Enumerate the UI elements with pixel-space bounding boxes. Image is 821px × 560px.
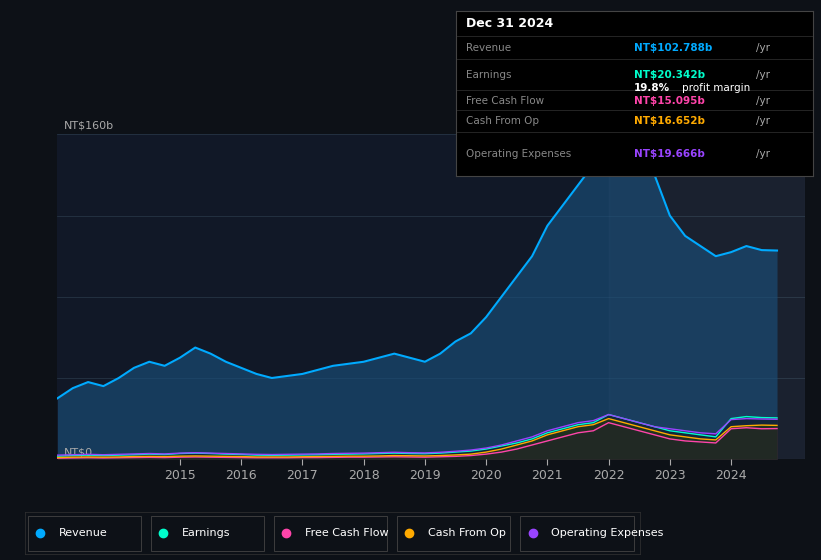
Text: NT$0: NT$0 (63, 447, 93, 457)
Text: Operating Expenses: Operating Expenses (551, 529, 663, 538)
Text: NT$20.342b: NT$20.342b (635, 70, 705, 80)
Bar (521, 516, 634, 551)
Text: Dec 31 2024: Dec 31 2024 (466, 17, 553, 30)
Text: NT$16.652b: NT$16.652b (635, 116, 705, 126)
Text: NT$102.788b: NT$102.788b (635, 43, 713, 53)
Text: profit margin: profit margin (682, 83, 750, 93)
Text: 19.8%: 19.8% (635, 83, 671, 93)
Text: /yr: /yr (755, 96, 769, 106)
Bar (397, 516, 511, 551)
Text: Earnings: Earnings (181, 529, 230, 538)
Bar (28, 516, 141, 551)
Text: NT$15.095b: NT$15.095b (635, 96, 705, 106)
Text: Revenue: Revenue (58, 529, 108, 538)
Text: Earnings: Earnings (466, 70, 511, 80)
Text: Revenue: Revenue (466, 43, 511, 53)
Text: Operating Expenses: Operating Expenses (466, 149, 571, 159)
Text: /yr: /yr (755, 43, 769, 53)
Bar (608, 134, 805, 459)
Text: Cash From Op: Cash From Op (428, 529, 506, 538)
Text: Free Cash Flow: Free Cash Flow (305, 529, 388, 538)
Text: NT$19.666b: NT$19.666b (635, 149, 705, 159)
Text: /yr: /yr (755, 116, 769, 126)
Text: NT$160b: NT$160b (63, 120, 114, 130)
Bar (151, 516, 264, 551)
Text: Cash From Op: Cash From Op (466, 116, 539, 126)
Text: /yr: /yr (755, 70, 769, 80)
Bar (274, 516, 388, 551)
Text: Free Cash Flow: Free Cash Flow (466, 96, 544, 106)
Text: /yr: /yr (755, 149, 769, 159)
